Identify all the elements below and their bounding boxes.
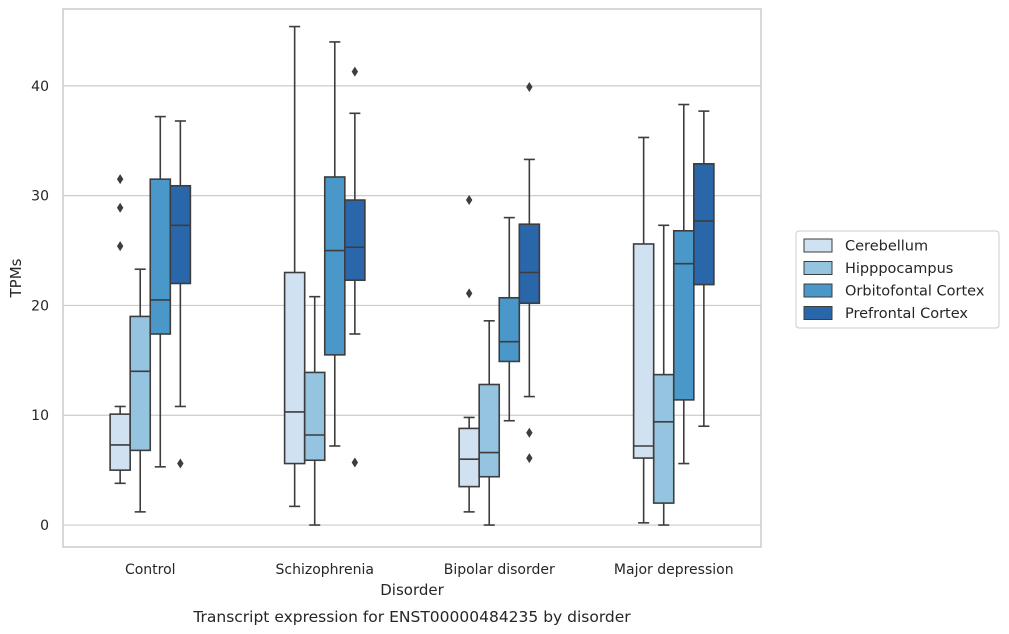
y-tick-label: 0 bbox=[40, 518, 49, 534]
legend-swatch bbox=[803, 283, 833, 298]
boxes bbox=[109, 25, 715, 526]
legend-label: Hipppocampus bbox=[845, 261, 953, 277]
x-tick-label: Schizophrenia bbox=[276, 562, 374, 578]
box bbox=[632, 243, 655, 459]
y-tick-label: 40 bbox=[31, 79, 49, 95]
box bbox=[303, 371, 326, 462]
y-tick-label: 10 bbox=[31, 408, 49, 424]
plot-frame bbox=[62, 8, 762, 548]
legend-swatch bbox=[803, 238, 833, 253]
box-group bbox=[518, 81, 541, 464]
outlier-point bbox=[177, 458, 184, 469]
box bbox=[498, 296, 521, 363]
outlier-point bbox=[526, 453, 533, 464]
legend-swatch bbox=[803, 306, 833, 320]
box bbox=[169, 184, 192, 285]
outlier-point bbox=[351, 457, 359, 468]
box bbox=[109, 413, 131, 471]
box-group bbox=[303, 295, 326, 526]
x-axis-label: Disorder bbox=[380, 581, 444, 599]
chart-caption: Transcript expression for ENST0000048423… bbox=[192, 608, 631, 626]
box bbox=[323, 176, 346, 356]
box-group bbox=[498, 216, 521, 422]
outlier-point bbox=[351, 66, 359, 77]
box bbox=[652, 373, 675, 504]
x-ticks: Control Schizophrenia Bipolar disorder Majo… bbox=[125, 562, 734, 578]
legend-box bbox=[795, 230, 1000, 329]
box-group bbox=[693, 110, 715, 428]
box bbox=[478, 383, 501, 478]
y-axis-label: TPMs bbox=[7, 258, 25, 298]
box-group bbox=[458, 195, 480, 513]
y-tick-label: 20 bbox=[31, 298, 49, 314]
box-group bbox=[652, 224, 675, 526]
box-group bbox=[632, 136, 655, 524]
box-group bbox=[109, 174, 131, 485]
box bbox=[344, 199, 366, 281]
box-group bbox=[129, 268, 152, 513]
y-ticks: 0 10 20 30 40 bbox=[31, 79, 49, 534]
box-group bbox=[344, 66, 366, 468]
y-tick-label: 30 bbox=[31, 189, 49, 205]
outlier-point bbox=[465, 288, 473, 299]
outlier-point bbox=[526, 81, 533, 92]
legend: Cerebellum Hipppocampus Orbitofontal Corte… bbox=[795, 230, 1000, 329]
box bbox=[672, 229, 695, 401]
legend-label: Orbitofontal Cortex bbox=[845, 284, 985, 300]
box bbox=[518, 223, 541, 305]
x-tick-label: Control bbox=[125, 562, 176, 578]
outlier-point bbox=[116, 174, 124, 185]
box-group bbox=[672, 103, 695, 465]
outlier-point bbox=[526, 427, 533, 438]
legend-label: Prefrontal Cortex bbox=[845, 306, 968, 322]
box bbox=[458, 427, 480, 488]
box-group bbox=[478, 320, 501, 526]
outlier-point bbox=[116, 202, 124, 213]
x-tick-label: Major depression bbox=[614, 562, 734, 578]
box bbox=[283, 271, 306, 465]
box bbox=[129, 315, 152, 452]
box-group bbox=[283, 25, 306, 508]
box bbox=[149, 178, 172, 335]
legend-label: Cerebellum bbox=[845, 239, 928, 255]
outlier-point bbox=[465, 195, 473, 206]
x-tick-label: Bipolar disorder bbox=[444, 562, 555, 578]
legend-swatch bbox=[803, 261, 833, 275]
outlier-point bbox=[116, 241, 124, 252]
box-group bbox=[169, 120, 192, 469]
box bbox=[693, 163, 715, 286]
